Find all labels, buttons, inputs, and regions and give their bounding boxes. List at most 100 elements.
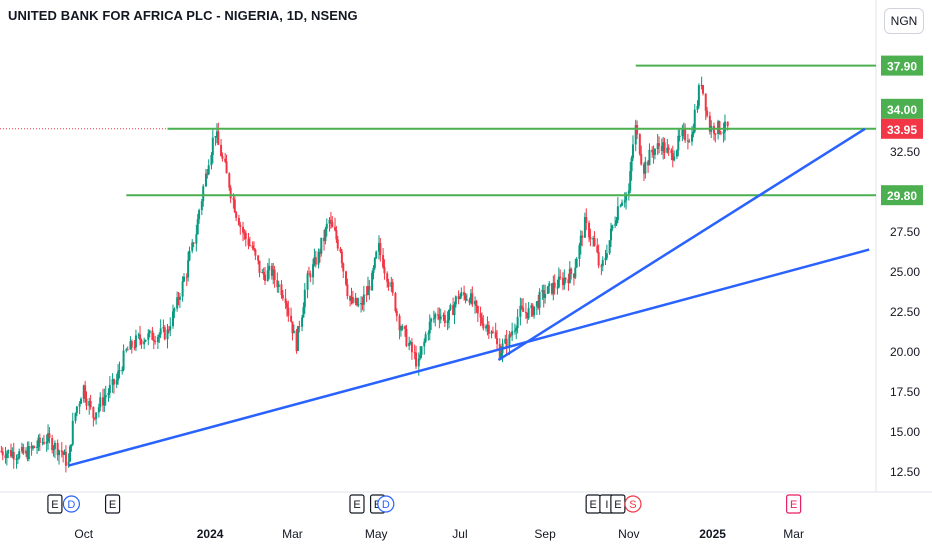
level-badge [881, 185, 923, 206]
candle-body [159, 328, 162, 335]
candle-body [7, 450, 10, 454]
candle-body [239, 224, 242, 227]
candle-body [691, 134, 694, 142]
candle-body [323, 237, 326, 242]
candle-body [527, 308, 530, 319]
candle-body [345, 271, 348, 285]
candle-body [563, 277, 566, 286]
candle-body [552, 282, 555, 294]
candle-body [354, 298, 357, 303]
y-tick-label: 22.50 [890, 305, 920, 319]
event-marker-earnings [349, 494, 365, 514]
candle-body [631, 144, 634, 158]
candle-body [221, 156, 224, 159]
candle-body [313, 257, 316, 265]
candle-body [1, 451, 4, 456]
candle-body [318, 251, 321, 254]
candle-body [537, 301, 540, 308]
candle-body [284, 298, 287, 304]
candle-body [334, 227, 337, 231]
candle-body [195, 234, 198, 244]
candle-body [666, 147, 669, 153]
candle-body [630, 157, 633, 172]
event-marker-label: D [382, 499, 390, 511]
candle-body [423, 341, 426, 347]
candle-body [553, 282, 556, 288]
candle-body [449, 305, 452, 310]
candle-body [583, 217, 586, 238]
candle-body [295, 330, 298, 351]
candle-body [379, 243, 382, 256]
candle-body [36, 446, 39, 448]
candle-body [496, 337, 499, 345]
candle-body [351, 296, 354, 303]
candle-body [372, 267, 375, 274]
event-marker-label: E [614, 499, 621, 511]
candle-body [290, 315, 293, 322]
candle-body [291, 321, 294, 334]
candle-body [546, 286, 549, 294]
candle-body [377, 243, 380, 252]
candle-body [309, 273, 312, 278]
candle-body [99, 397, 102, 408]
candle-body [217, 131, 220, 145]
candle-body [185, 276, 188, 278]
candle-body [568, 268, 571, 284]
event-marker-label: E [589, 499, 596, 511]
candle-body [395, 311, 398, 316]
candle-body [71, 420, 74, 445]
candle-body [357, 304, 360, 306]
candle-body [296, 326, 299, 351]
candle-body [31, 446, 34, 449]
candle-body [452, 305, 455, 315]
candle-body [570, 268, 573, 274]
candle-body [80, 398, 83, 404]
candle-body [229, 187, 232, 199]
candle-body [588, 222, 591, 238]
candle-body [620, 202, 623, 206]
trendline [497, 127, 866, 362]
candle-body [520, 305, 523, 308]
candle-body [700, 84, 703, 86]
candle-body [535, 301, 538, 307]
currency-button[interactable]: NGN [884, 8, 924, 34]
candle-body [108, 384, 111, 393]
event-marker-split [624, 495, 642, 513]
candle-body [417, 358, 420, 367]
candle-body [220, 144, 223, 157]
candle-body [383, 267, 386, 274]
candle-body [382, 255, 385, 268]
candle-body [27, 445, 30, 459]
candle-body [101, 397, 104, 406]
candle-body [82, 385, 85, 399]
candle-body [648, 149, 651, 166]
candle-body [312, 264, 315, 278]
candle-body [51, 438, 54, 451]
candle-body [439, 316, 442, 320]
candle-body [115, 380, 118, 385]
candle-body [572, 273, 575, 278]
candle-body [84, 385, 87, 399]
candle-body [419, 354, 422, 359]
candle-body [207, 165, 210, 175]
candle-body [261, 271, 264, 273]
candle-body [302, 307, 305, 318]
event-marker-label: E [353, 499, 360, 511]
candle-body [314, 257, 317, 265]
candle-body [253, 248, 256, 250]
candle-body [513, 330, 516, 332]
candle-body [424, 334, 427, 342]
y-tick-label: 20.00 [890, 345, 920, 359]
candle-body [248, 245, 251, 247]
candle-body [457, 296, 460, 300]
candle-body [404, 326, 407, 329]
candle-body [673, 156, 676, 161]
candle-body [585, 217, 588, 223]
candle-body [129, 341, 132, 350]
candle-body [390, 282, 393, 287]
candle-body [652, 152, 655, 155]
candle-body [137, 334, 140, 336]
candle-body [597, 252, 600, 266]
